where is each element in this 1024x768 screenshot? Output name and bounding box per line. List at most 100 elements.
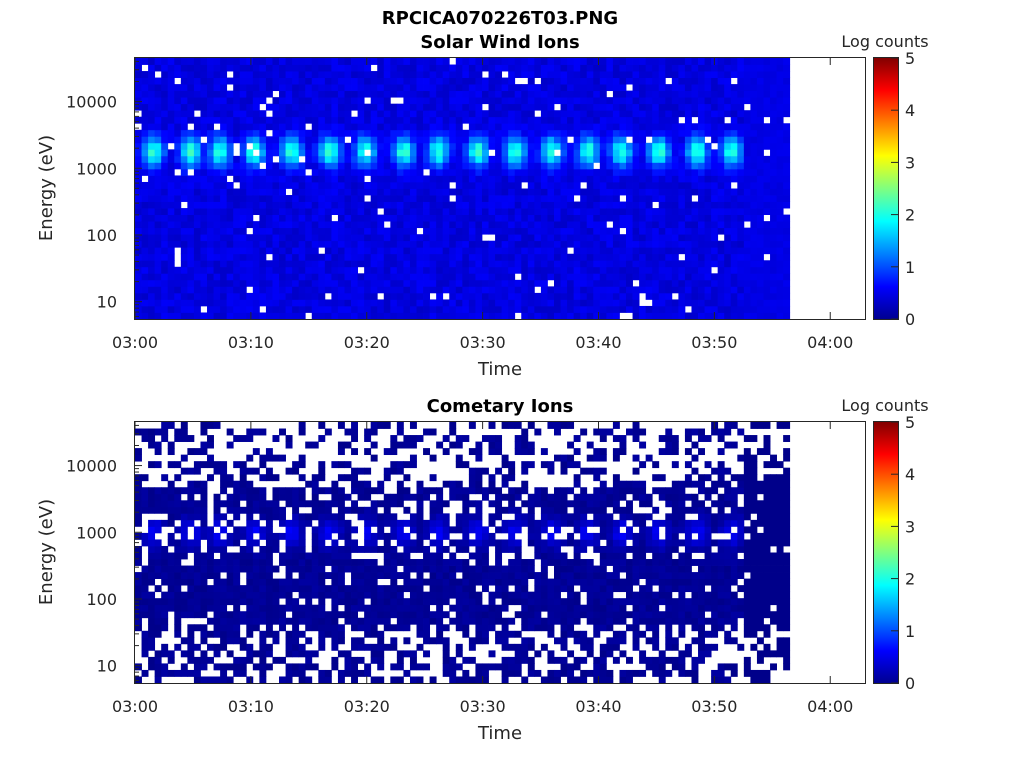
heatmap-cell bbox=[743, 240, 751, 248]
heatmap-cell bbox=[213, 201, 221, 209]
heatmap-cell bbox=[292, 650, 300, 658]
heatmap-cell bbox=[501, 168, 509, 176]
heatmap-cell bbox=[200, 175, 208, 183]
heatmap-cell bbox=[193, 116, 201, 124]
heatmap-cell bbox=[154, 656, 162, 664]
heatmap-cell bbox=[704, 286, 712, 294]
heatmap-cell bbox=[167, 71, 175, 78]
heatmap-cell bbox=[481, 227, 489, 235]
heatmap-cell bbox=[547, 84, 555, 92]
heatmap-cell bbox=[292, 71, 300, 78]
heatmap-cell bbox=[403, 299, 411, 307]
heatmap-cell bbox=[364, 110, 372, 118]
heatmap-cell bbox=[344, 565, 352, 573]
heatmap-cell bbox=[776, 77, 784, 85]
heatmap-cell bbox=[514, 247, 522, 255]
heatmap-cell bbox=[521, 58, 529, 65]
heatmap-cell bbox=[547, 64, 555, 72]
heatmap-cell bbox=[200, 428, 208, 436]
heatmap-cell bbox=[377, 162, 385, 170]
heatmap-cell bbox=[200, 162, 208, 170]
heatmap-cell bbox=[783, 201, 791, 209]
heatmap-cell bbox=[436, 168, 444, 176]
heatmap-cell bbox=[508, 273, 516, 281]
heatmap-cell bbox=[357, 77, 365, 85]
heatmap-cell bbox=[573, 299, 581, 307]
heatmap-cell bbox=[161, 493, 169, 501]
heatmap-cell bbox=[468, 279, 476, 287]
heatmap-cell bbox=[318, 624, 326, 632]
heatmap-cell bbox=[711, 201, 719, 209]
heatmap-cell bbox=[331, 97, 339, 105]
heatmap-cell bbox=[161, 110, 169, 118]
heatmap-cell bbox=[455, 155, 463, 163]
heatmap-cell bbox=[730, 292, 738, 300]
heatmap-cell bbox=[711, 181, 719, 189]
heatmap-cell bbox=[180, 253, 188, 261]
heatmap-cell bbox=[154, 506, 162, 514]
heatmap-cell bbox=[612, 58, 620, 65]
heatmap-cell bbox=[652, 260, 660, 268]
heatmap-cell bbox=[396, 142, 404, 150]
heatmap-cell bbox=[409, 142, 417, 150]
heatmap-cell bbox=[193, 513, 201, 521]
heatmap-cell bbox=[252, 168, 260, 176]
heatmap-cell bbox=[442, 253, 450, 261]
heatmap-cell bbox=[305, 656, 313, 664]
heatmap-cell bbox=[200, 676, 208, 684]
heatmap-cell bbox=[383, 299, 391, 307]
heatmap-cell bbox=[161, 195, 169, 202]
heatmap-cell bbox=[213, 181, 221, 189]
heatmap-cell bbox=[265, 195, 273, 202]
heatmap-cell bbox=[311, 624, 319, 632]
heatmap-cell bbox=[259, 545, 267, 553]
heatmap-cell bbox=[390, 253, 398, 261]
heatmap-cell bbox=[187, 487, 195, 495]
heatmap-cell bbox=[246, 500, 254, 508]
heatmap-cell bbox=[612, 71, 620, 78]
heatmap-cell bbox=[783, 149, 791, 157]
heatmap-cell bbox=[220, 279, 228, 287]
heatmap-cell bbox=[632, 299, 640, 307]
heatmap-cell bbox=[599, 208, 607, 215]
heatmap-cell bbox=[135, 97, 142, 105]
heatmap-cell bbox=[534, 90, 542, 98]
heatmap-cell bbox=[724, 162, 732, 170]
heatmap-cell bbox=[678, 64, 686, 72]
heatmap-cell bbox=[390, 643, 398, 651]
heatmap-cell bbox=[756, 175, 764, 183]
heatmap-cell bbox=[626, 279, 633, 287]
heatmap-cell bbox=[580, 286, 588, 294]
heatmap-cell bbox=[429, 155, 437, 163]
heatmap-cell bbox=[756, 142, 764, 150]
heatmap-cell bbox=[193, 260, 201, 268]
heatmap-cell bbox=[220, 195, 228, 202]
heatmap-cell bbox=[396, 71, 404, 78]
heatmap-cell bbox=[305, 188, 313, 196]
heatmap-cell bbox=[743, 260, 751, 268]
heatmap-cell bbox=[547, 234, 555, 242]
heatmap-cell bbox=[141, 428, 149, 436]
heatmap-cell bbox=[193, 643, 201, 651]
heatmap-cell bbox=[593, 240, 601, 248]
heatmap-cell bbox=[285, 90, 293, 98]
heatmap-cell bbox=[298, 500, 306, 508]
heatmap-cell bbox=[612, 208, 620, 215]
heatmap-cell bbox=[390, 286, 398, 294]
heatmap-cell bbox=[193, 247, 201, 255]
heatmap-cell bbox=[207, 552, 214, 560]
heatmap-cell bbox=[684, 149, 692, 157]
heatmap-cell bbox=[488, 195, 496, 202]
heatmap-cell bbox=[436, 214, 444, 222]
heatmap-cell bbox=[671, 312, 679, 320]
heatmap-cell bbox=[534, 123, 542, 131]
heatmap-cell bbox=[161, 64, 169, 72]
heatmap-cell bbox=[665, 136, 673, 144]
heatmap-cell bbox=[272, 539, 280, 547]
heatmap-cell bbox=[724, 155, 732, 163]
heatmap-cell bbox=[337, 227, 345, 235]
colorbar-tick-label: 2 bbox=[905, 206, 915, 225]
heatmap-cell bbox=[717, 162, 725, 170]
heatmap-cell bbox=[370, 506, 378, 514]
heatmap-cell bbox=[207, 286, 214, 294]
